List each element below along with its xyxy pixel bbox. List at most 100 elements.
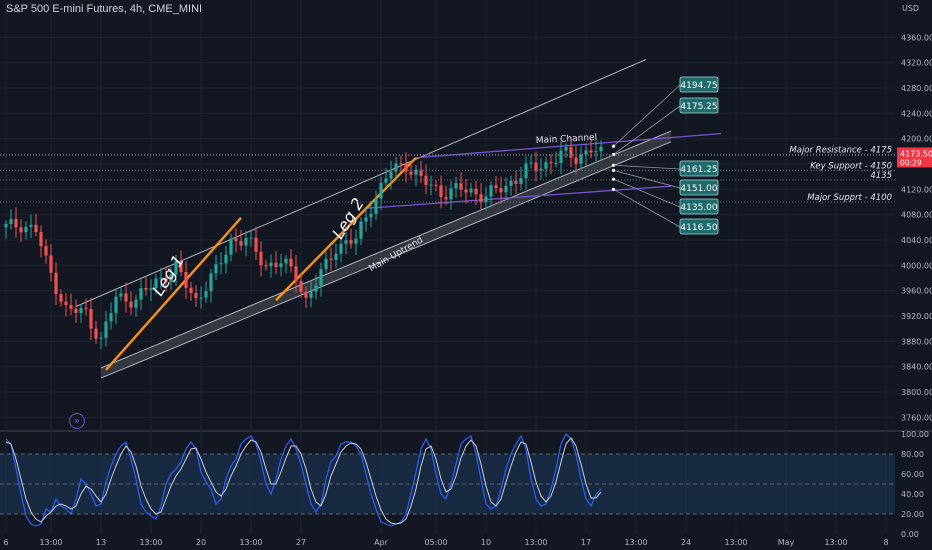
candle-body bbox=[84, 308, 88, 310]
target-anchor-dot bbox=[611, 144, 616, 148]
candle-body bbox=[174, 261, 178, 275]
target-box bbox=[679, 76, 719, 93]
candle-body bbox=[169, 274, 173, 283]
replay-icon[interactable]: » bbox=[69, 413, 85, 429]
trend-channels bbox=[75, 59, 722, 379]
target-label: 4135.00 bbox=[680, 203, 717, 213]
time-tick: May bbox=[778, 538, 795, 547]
main-uptrend-lower bbox=[100, 141, 672, 379]
price-tick: 4280.00 bbox=[901, 84, 932, 93]
candle-body bbox=[399, 163, 403, 165]
candle-body bbox=[319, 269, 323, 286]
target-box bbox=[679, 97, 719, 114]
candle-body bbox=[299, 281, 303, 292]
candle-body bbox=[304, 291, 308, 298]
candle-body bbox=[374, 198, 378, 214]
candle-body bbox=[54, 272, 58, 295]
level-label: 4135 bbox=[870, 171, 892, 181]
time-tick: 13:00 bbox=[824, 538, 847, 547]
candle-body bbox=[234, 238, 238, 242]
time-tick: 17 bbox=[581, 538, 591, 547]
candle-body bbox=[14, 218, 18, 228]
candle-body bbox=[269, 262, 273, 267]
leg-1-line bbox=[105, 217, 242, 371]
price-tick: 3800.00 bbox=[901, 388, 932, 397]
time-tick: 24 bbox=[681, 538, 691, 547]
countdown: 00:29 bbox=[900, 158, 922, 167]
target-label: 4194.75 bbox=[680, 81, 717, 91]
candle-body bbox=[24, 226, 28, 233]
time-tick: 27 bbox=[296, 538, 306, 547]
candle-body bbox=[464, 189, 468, 193]
candle-body bbox=[444, 197, 448, 200]
main-channel-bottom bbox=[365, 185, 672, 209]
candle-body bbox=[574, 157, 578, 164]
candle-body bbox=[159, 277, 163, 279]
candle-body bbox=[259, 251, 263, 266]
candle-body bbox=[389, 171, 393, 179]
candle-body bbox=[154, 278, 158, 289]
candle-body bbox=[314, 285, 318, 292]
target-label: 4151.00 bbox=[680, 184, 717, 194]
candle-body bbox=[344, 240, 348, 244]
title-separator: , bbox=[142, 3, 149, 15]
target-label: 4161.25 bbox=[680, 165, 717, 175]
candle-body bbox=[494, 185, 498, 189]
candle-body bbox=[59, 294, 63, 302]
candle-body bbox=[554, 162, 558, 164]
candle-body bbox=[384, 178, 388, 183]
main-channel-top bbox=[415, 132, 722, 159]
candle-body bbox=[4, 223, 8, 228]
candle-body bbox=[549, 162, 553, 164]
candle-body bbox=[599, 146, 603, 152]
time-tick: 6 bbox=[3, 538, 8, 547]
last-price: 4173.50 bbox=[900, 149, 932, 158]
candle-body bbox=[569, 147, 573, 158]
candle-body bbox=[434, 184, 438, 186]
target-anchor-dot bbox=[611, 187, 616, 191]
candle-body bbox=[64, 301, 68, 306]
stoch-tick: 60.00 bbox=[901, 470, 924, 479]
candle-body bbox=[364, 217, 368, 222]
exchange-name: CME_MINI bbox=[148, 3, 203, 15]
candle-body bbox=[74, 308, 78, 314]
candle-body bbox=[9, 218, 13, 224]
chart-title: S&P 500 E-mini Futures, 4h, CME_MINI bbox=[6, 3, 202, 15]
candle-body bbox=[499, 188, 503, 193]
candle-body bbox=[134, 299, 138, 308]
candle-body bbox=[29, 224, 33, 227]
candle-body bbox=[594, 151, 598, 153]
stoch-line-d bbox=[5, 437, 602, 525]
target-pointer bbox=[613, 169, 681, 189]
time-tick: 10 bbox=[481, 538, 491, 547]
symbol-name[interactable]: S&P 500 E-mini Futures bbox=[6, 3, 124, 15]
candle-body bbox=[229, 238, 233, 255]
candle-body bbox=[79, 308, 83, 314]
target-box bbox=[679, 179, 719, 196]
time-tick: 13 bbox=[96, 538, 106, 547]
candle-body bbox=[419, 169, 423, 176]
candle-body bbox=[339, 243, 343, 254]
price-tick: 4040.00 bbox=[901, 236, 932, 245]
candle-body bbox=[369, 213, 373, 218]
candle-body bbox=[104, 321, 108, 338]
time-tick: 13:00 bbox=[724, 538, 747, 547]
candle-body bbox=[484, 196, 488, 203]
timeframe[interactable]: 4h bbox=[129, 3, 143, 15]
stoch-tick: 0.00 bbox=[901, 530, 919, 539]
price-tick: 4120.00 bbox=[901, 185, 932, 194]
candle-body bbox=[559, 150, 563, 163]
candle-body bbox=[144, 288, 148, 290]
candle-body bbox=[119, 293, 123, 297]
candle-body bbox=[544, 162, 548, 169]
candle-body bbox=[219, 263, 223, 265]
candle-body bbox=[439, 185, 443, 198]
time-tick: 13:00 bbox=[524, 538, 547, 547]
candle-body bbox=[274, 262, 278, 267]
candle-body bbox=[479, 194, 483, 203]
candle-body bbox=[579, 154, 583, 164]
candle-body bbox=[224, 254, 228, 264]
candle-body bbox=[94, 328, 98, 339]
candle-body bbox=[459, 183, 463, 190]
